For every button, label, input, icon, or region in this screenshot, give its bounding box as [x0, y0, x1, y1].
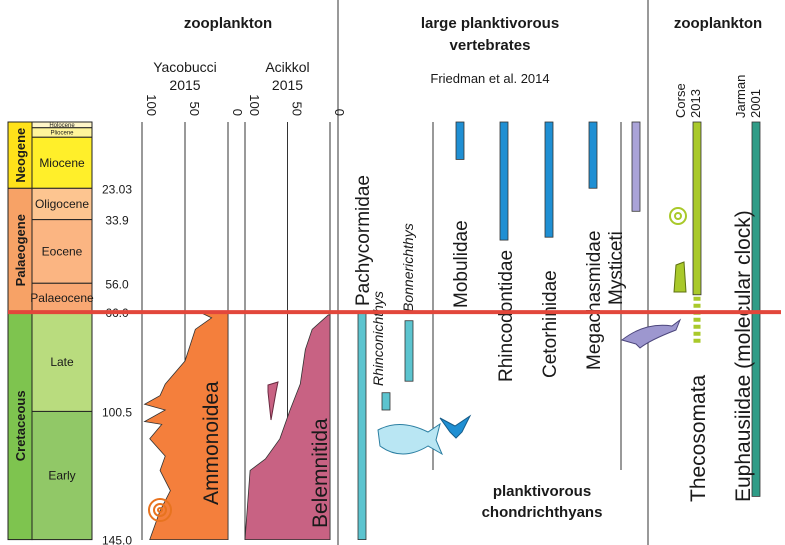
- group-label: planktivorous: [493, 483, 591, 500]
- range-bar: [357, 311, 367, 540]
- taxon-label: Rhinconichthys: [370, 291, 386, 386]
- range-bar: [455, 121, 465, 160]
- range-bar: [751, 121, 761, 497]
- diversity-curve: [244, 314, 331, 540]
- taxon-label: Euphausiidae (molecular clock): [732, 210, 755, 502]
- age-label: 100.5: [102, 405, 132, 419]
- source-label: 2001: [748, 89, 763, 118]
- panel-title: zooplankton: [674, 15, 762, 32]
- epoch-label: Miocene: [39, 156, 85, 170]
- taxon-label: Mobulidae: [451, 220, 472, 308]
- tick-label: 0: [332, 109, 347, 116]
- source-label: Acikkol: [265, 59, 309, 75]
- epoch-label: Oligocene: [35, 197, 89, 211]
- epoch: [31, 187, 93, 221]
- period: [7, 121, 33, 189]
- range-bar: [544, 121, 554, 238]
- source-label: 2013: [688, 89, 703, 118]
- range-bar: [499, 121, 509, 241]
- epoch-label: Late: [50, 355, 74, 369]
- source: Friedman et al. 2014: [430, 71, 549, 86]
- diversity-curve: [143, 311, 229, 540]
- range-bar: [381, 392, 391, 411]
- taxon-label: Cetorhinidae: [540, 270, 561, 378]
- source-label: 2015: [169, 77, 200, 93]
- taxon-label: Mysticeti: [606, 231, 627, 305]
- taxon-label: Megachasmidae: [584, 231, 605, 370]
- taxon-label: Rhincodontidae: [496, 250, 517, 382]
- tick-label: 100: [144, 94, 159, 116]
- fish-icon: [377, 422, 444, 456]
- source-label: 2015: [272, 77, 303, 93]
- whale-icon: [620, 318, 682, 349]
- snail-icon: [669, 207, 687, 225]
- epoch-label: Holocene: [49, 123, 75, 129]
- range-bar: [588, 121, 598, 189]
- manta-icon: [439, 414, 472, 439]
- age-label: 145.0: [102, 534, 132, 545]
- tick-label: 0: [230, 109, 245, 116]
- plot: Neogene Palaeogene Cretaceous Holocene Plioc…: [7, 59, 781, 545]
- taxon-label: Pachycormidae: [353, 175, 374, 306]
- panel-title: vertebrates: [450, 37, 531, 54]
- tick-label: 50: [187, 102, 202, 116]
- age-label: 33.9: [105, 214, 129, 228]
- source-label: Jarman: [733, 75, 748, 118]
- taxon-label: Thecosomata: [687, 374, 710, 502]
- tick-label: 50: [290, 102, 305, 116]
- range-bar: [692, 121, 702, 296]
- epoch: [31, 136, 93, 189]
- group-label: chondrichthyans: [482, 504, 603, 521]
- ammonite-icon: [148, 498, 172, 522]
- epoch-label: Early: [48, 469, 75, 483]
- source-label: Corse: [673, 83, 688, 118]
- epoch-label: Pliocene: [50, 131, 74, 137]
- age-label: 56.0: [105, 277, 129, 291]
- range-bar: [631, 121, 641, 212]
- range-bar: [404, 320, 414, 382]
- age-label: 23.03: [102, 182, 132, 196]
- epoch: [31, 410, 93, 541]
- epoch-label: Eocene: [42, 245, 83, 259]
- period-label: Neogene: [13, 128, 28, 183]
- period-label: Cretaceous: [13, 390, 28, 461]
- epoch: [31, 311, 93, 412]
- panel-title: zooplankton: [184, 15, 272, 32]
- tick-label: 100: [247, 94, 262, 116]
- taxon-label: Belemnitida: [309, 418, 332, 528]
- belemnite-icon: [267, 381, 279, 421]
- taxon-label: Bonnerichthys: [400, 223, 416, 312]
- source-label: Yacobucci: [153, 59, 217, 75]
- panel-title: large planktivorous: [421, 15, 559, 32]
- epoch-label: Palaeocene: [30, 291, 94, 305]
- pteropod-icon: [673, 261, 687, 293]
- period-label: Palaeogene: [13, 214, 28, 286]
- taxon-label: Ammonoidea: [200, 381, 223, 505]
